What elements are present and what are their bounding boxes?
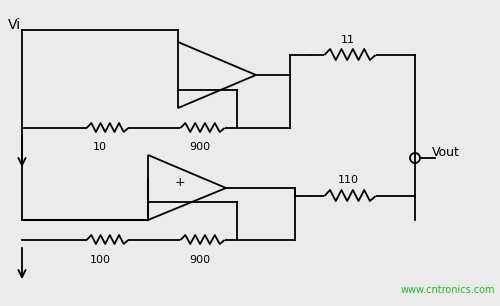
- Text: 900: 900: [190, 142, 210, 152]
- Text: 11: 11: [341, 35, 355, 45]
- Text: 900: 900: [190, 255, 210, 265]
- Text: 100: 100: [90, 255, 110, 265]
- Text: Vi: Vi: [8, 18, 21, 32]
- Text: Vout: Vout: [432, 147, 460, 159]
- Text: 10: 10: [93, 142, 107, 152]
- Text: www.cntronics.com: www.cntronics.com: [400, 285, 495, 295]
- Text: 110: 110: [338, 175, 358, 185]
- Text: +: +: [174, 177, 186, 189]
